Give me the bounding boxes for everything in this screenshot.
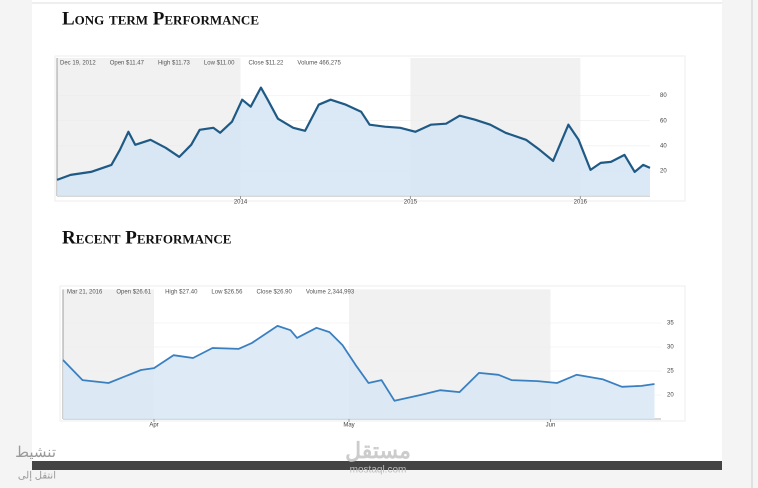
x-tick-label: Jun	[546, 423, 556, 429]
y-tick-label: 30	[667, 345, 674, 351]
activate-text: تنشيط	[15, 444, 56, 461]
info-item: Close $26.90	[256, 290, 292, 296]
info-item: Volume 466,275	[297, 61, 341, 67]
goto-text: انتقل إلى	[18, 471, 56, 482]
info-item: Open $11.47	[110, 61, 145, 67]
watermark-url: mostaql.com	[350, 465, 407, 476]
y-tick-label: 40	[660, 143, 667, 149]
info-item: Low $11.00	[204, 61, 235, 67]
watermark: مستقل	[345, 438, 411, 463]
info-item: Open $26.61	[116, 290, 151, 296]
bottom-bar	[32, 461, 722, 470]
y-tick-label: 20	[660, 168, 667, 174]
info-item: High $11.73	[158, 61, 191, 67]
x-tick-label: 2016	[574, 200, 588, 206]
info-item: Low $26.56	[211, 290, 243, 296]
y-tick-label: 35	[667, 321, 674, 327]
price-line	[56, 86, 651, 181]
charts: Long term Performance Dec 19, 2012 Open $1…	[54, 8, 686, 429]
chart-title: Recent Performance	[62, 227, 231, 248]
x-tick-label: Apr	[149, 423, 158, 429]
info-item: Dec 19, 2012	[60, 61, 96, 67]
price-line	[62, 325, 655, 402]
area	[57, 87, 650, 196]
chart-title: Long term Performance	[62, 8, 259, 29]
y-tick-label: 60	[660, 118, 667, 124]
x-tick-label: May	[343, 423, 354, 429]
info-item: High $27.40	[165, 290, 198, 296]
info-item: Mar 21, 2016	[67, 290, 103, 296]
info-item: Volume 2,344,993	[306, 290, 355, 296]
y-tick-label: 20	[667, 393, 674, 399]
x-tick-label: 2015	[404, 200, 418, 206]
y-tick-label: 80	[660, 93, 667, 99]
info-item: Close $11.22	[248, 61, 284, 67]
x-tick-label: 2014	[234, 200, 248, 206]
y-tick-label: 25	[667, 369, 674, 375]
